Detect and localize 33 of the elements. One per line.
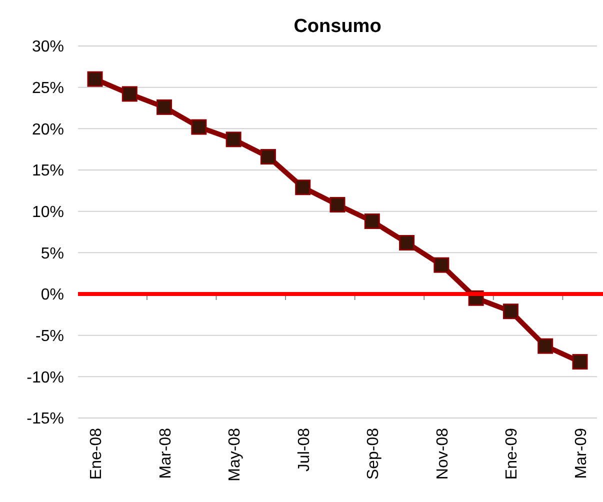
y-tick-label: -15% <box>26 410 64 428</box>
point <box>260 149 276 165</box>
point <box>226 132 242 148</box>
y-tick-label: 20% <box>32 121 64 138</box>
y-tick-label: 0% <box>40 286 64 304</box>
point <box>87 71 103 87</box>
point <box>122 86 138 102</box>
y-tick-label: 25% <box>32 80 64 97</box>
point <box>434 257 450 273</box>
point <box>502 304 518 320</box>
chart-title: Consumo <box>294 16 382 37</box>
x-tick-label: May-08 <box>226 428 244 482</box>
point <box>364 214 380 230</box>
x-tick-label: Ene-09 <box>504 428 521 480</box>
point <box>399 234 415 250</box>
x-tick-label: Jul-08 <box>296 428 313 472</box>
y-tick-label: 5% <box>40 245 64 262</box>
y-tick-label: 10% <box>32 204 64 221</box>
point <box>191 119 207 135</box>
point <box>572 354 588 370</box>
y-tick-label: 15% <box>32 162 64 180</box>
x-tick-label: Mar-08 <box>157 428 174 479</box>
point <box>538 338 554 354</box>
point <box>295 180 311 196</box>
x-tick-label: Nov-08 <box>434 428 452 480</box>
x-tick-label: Mar-09 <box>573 428 590 479</box>
y-tick-label: -10% <box>26 369 64 386</box>
x-tick-label: Ene-08 <box>88 428 105 480</box>
y-tick-label: 30% <box>32 38 64 56</box>
point <box>156 99 172 115</box>
point <box>330 196 346 212</box>
y-tick-label: -5% <box>36 328 64 345</box>
x-tick-label: Sep-08 <box>365 428 382 480</box>
